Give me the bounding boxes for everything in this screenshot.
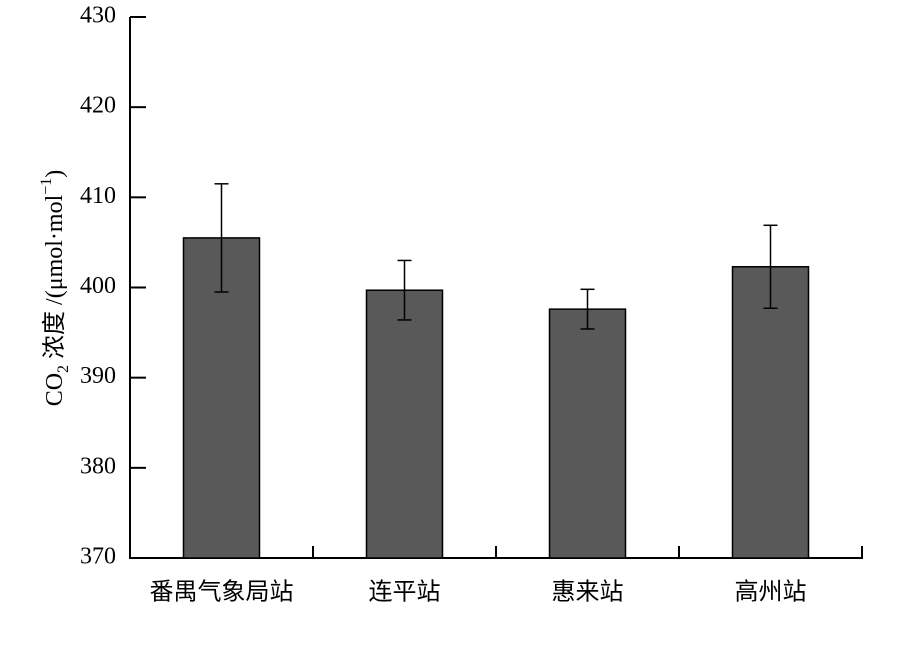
bar bbox=[731, 266, 810, 559]
y-tick-label: 390 bbox=[80, 363, 116, 389]
y-label-part: 浓度 /(μmol·mol bbox=[41, 194, 68, 365]
y-tick-label: 370 bbox=[80, 544, 116, 570]
bar bbox=[548, 308, 627, 559]
y-tick-label: 400 bbox=[80, 273, 116, 299]
y-axis-label: CO2 浓度 /(μmol·mol−1) bbox=[38, 170, 72, 407]
x-tick-label: 惠来站 bbox=[552, 579, 624, 606]
x-tick-label: 高州站 bbox=[735, 579, 807, 606]
y-label-sup: −1 bbox=[38, 178, 55, 195]
x-tick-label: 番禺气象局站 bbox=[150, 579, 294, 606]
y-tick-label: 420 bbox=[80, 93, 116, 119]
bar bbox=[365, 289, 444, 559]
y-tick-label: 410 bbox=[80, 183, 116, 209]
y-tick-label: 380 bbox=[80, 453, 116, 479]
y-label-part: ) bbox=[42, 170, 68, 178]
y-tick-label: 430 bbox=[80, 3, 116, 29]
x-tick-label: 连平站 bbox=[369, 579, 441, 606]
y-label-part: CO bbox=[42, 373, 68, 406]
y-label-sub: 2 bbox=[55, 365, 72, 373]
